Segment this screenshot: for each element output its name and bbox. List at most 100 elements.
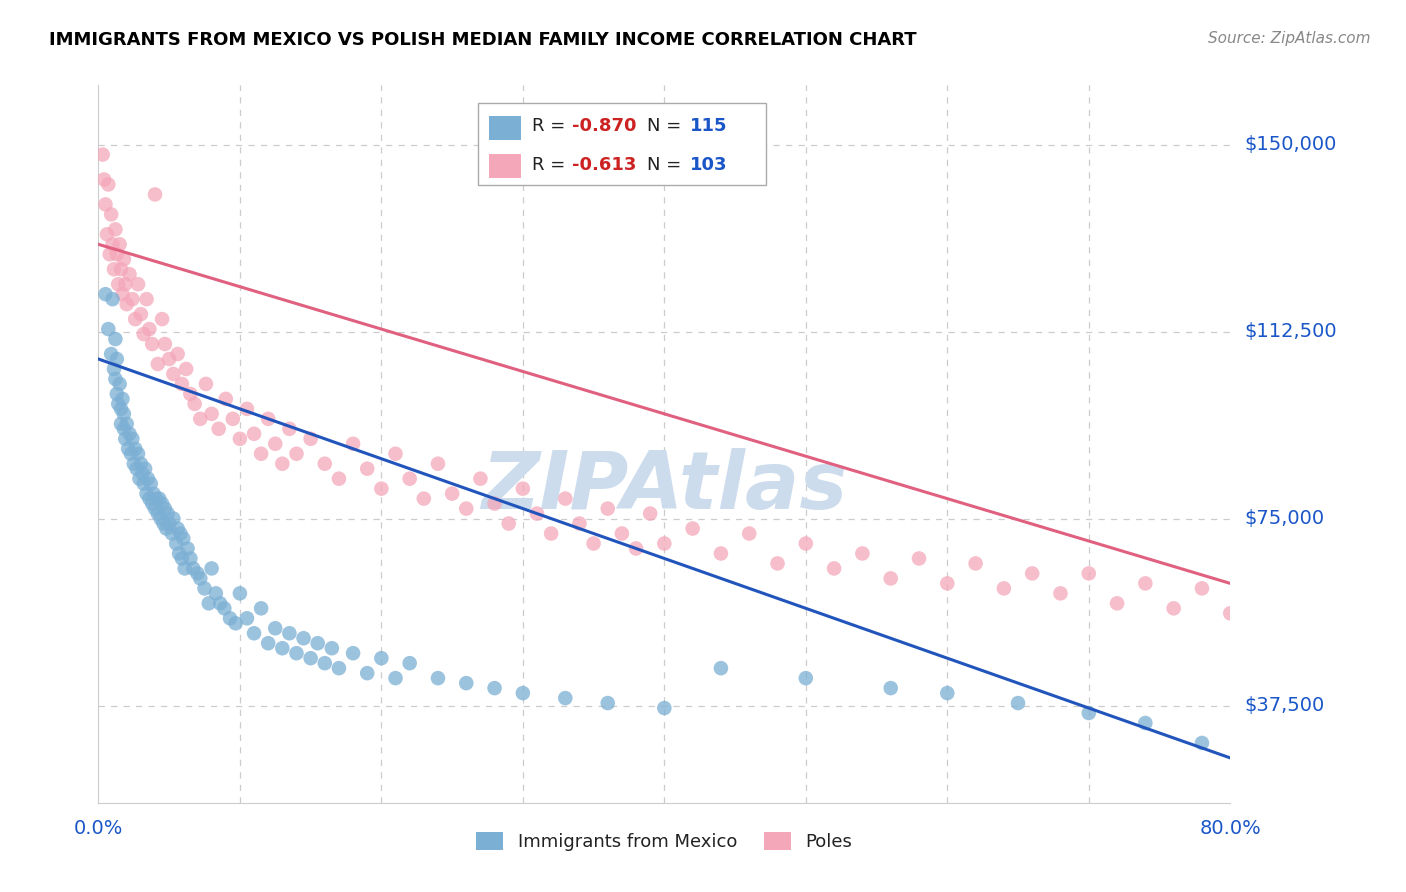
Point (96, 227, 118, 242)
Point (112, 252, 135, 267)
Point (794, 536, 817, 550)
Point (107, 277, 129, 292)
Point (321, 641, 343, 656)
Point (307, 636, 329, 650)
Point (173, 561, 195, 575)
Point (176, 541, 198, 556)
Point (112, 407, 135, 421)
Point (145, 491, 167, 506)
Point (105, 387, 128, 401)
Point (512, 482, 534, 496)
Point (160, 526, 183, 541)
Point (127, 277, 149, 292)
Point (114, 432, 136, 446)
Point (148, 491, 170, 506)
Point (370, 482, 392, 496)
Point (146, 357, 169, 371)
Point (299, 432, 322, 446)
Point (638, 507, 661, 521)
FancyBboxPatch shape (478, 103, 766, 186)
Text: N =: N = (647, 118, 688, 136)
Point (170, 551, 193, 566)
Point (139, 476, 162, 491)
Point (554, 491, 576, 506)
Point (526, 507, 548, 521)
Text: $150,000: $150,000 (1244, 135, 1337, 154)
Point (456, 676, 478, 690)
Point (94, 287, 117, 301)
Point (152, 516, 174, 531)
Text: IMMIGRANTS FROM MEXICO VS POLISH MEDIAN FAMILY INCOME CORRELATION CHART: IMMIGRANTS FROM MEXICO VS POLISH MEDIAN … (49, 31, 917, 49)
Point (1107, 596, 1129, 610)
Point (103, 262, 125, 277)
Point (292, 632, 315, 646)
Point (104, 222, 127, 236)
Point (484, 497, 506, 511)
Point (214, 601, 236, 615)
Point (243, 626, 266, 640)
Point (188, 571, 211, 585)
Point (278, 626, 301, 640)
Point (121, 292, 143, 306)
Point (328, 472, 350, 486)
Point (142, 486, 165, 500)
Point (794, 671, 817, 685)
Point (124, 312, 146, 326)
Point (125, 461, 148, 475)
Point (108, 376, 131, 391)
Point (105, 247, 128, 261)
Point (104, 372, 127, 386)
Point (342, 646, 364, 660)
Point (936, 686, 959, 700)
Point (1077, 566, 1099, 581)
Point (229, 432, 252, 446)
Point (104, 332, 127, 346)
Point (120, 447, 142, 461)
Point (135, 486, 157, 500)
Point (1007, 696, 1029, 710)
Point (236, 611, 259, 625)
Point (738, 526, 761, 541)
Point (1135, 576, 1157, 591)
Point (596, 501, 619, 516)
Point (122, 457, 145, 471)
Point (169, 526, 191, 541)
Text: 115: 115 (690, 118, 728, 136)
Point (138, 491, 160, 506)
Point (141, 497, 163, 511)
Point (610, 526, 633, 541)
Point (141, 337, 163, 351)
Point (652, 536, 676, 550)
Text: ZIPAtlas: ZIPAtlas (481, 448, 848, 526)
Point (250, 447, 273, 461)
Point (1247, 586, 1270, 600)
Point (271, 641, 294, 656)
Point (155, 522, 177, 536)
Point (823, 561, 845, 575)
Point (1191, 736, 1213, 750)
Point (1021, 566, 1043, 581)
Point (356, 666, 378, 681)
Point (110, 262, 132, 277)
Point (652, 701, 676, 715)
Point (162, 367, 184, 381)
Point (101, 292, 124, 306)
Point (105, 351, 128, 366)
Point (166, 347, 188, 361)
Point (193, 582, 215, 596)
Point (456, 501, 478, 516)
Point (299, 651, 322, 665)
Point (582, 536, 605, 550)
Point (243, 426, 266, 441)
Point (101, 237, 124, 252)
Point (98, 247, 121, 261)
Point (172, 532, 194, 546)
Point (181, 561, 204, 575)
Point (236, 401, 259, 416)
Point (285, 646, 308, 660)
Point (498, 516, 520, 531)
Point (1289, 611, 1312, 625)
Point (117, 442, 139, 456)
Point (936, 576, 959, 591)
Point (132, 327, 155, 342)
